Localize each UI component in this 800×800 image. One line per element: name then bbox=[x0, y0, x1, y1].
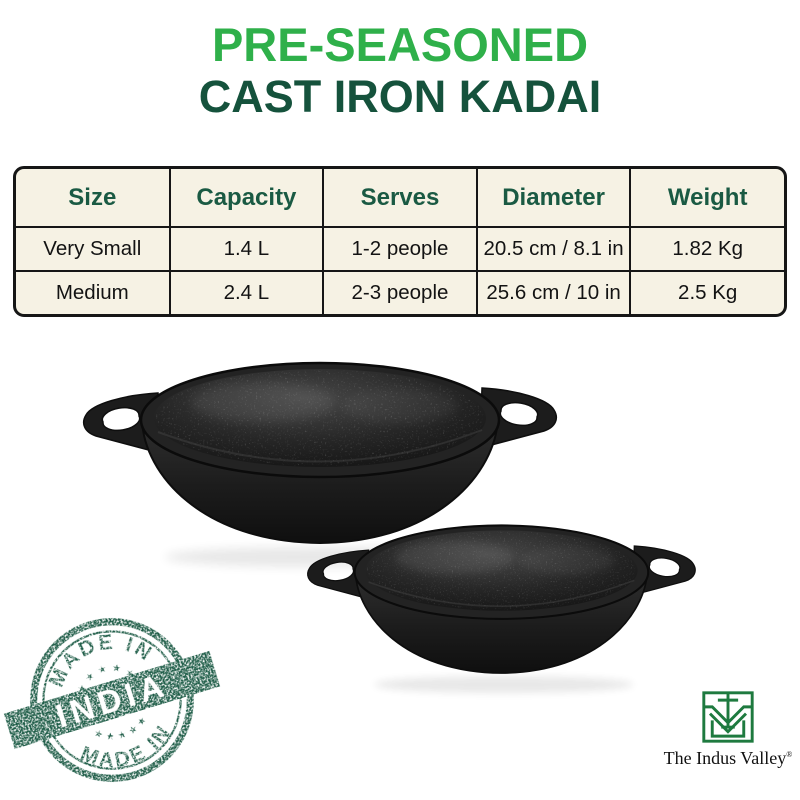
page-title: PRE-SEASONED CAST IRON KADAI bbox=[0, 18, 800, 122]
col-header-weight: Weight bbox=[629, 169, 784, 227]
col-header-diameter: Diameter bbox=[475, 169, 631, 227]
brand-logo: The Indus Valley® bbox=[660, 690, 796, 769]
col-header-capacity: Capacity bbox=[168, 169, 324, 227]
col-header-serves: Serves bbox=[322, 169, 477, 227]
cell-capacity: 2.4 L bbox=[168, 270, 324, 314]
spec-table: Size Capacity Serves Diameter Weight Ver… bbox=[16, 169, 784, 314]
title-line-2: CAST IRON KADAI bbox=[198, 70, 602, 122]
table-header-row: Size Capacity Serves Diameter Weight bbox=[16, 169, 784, 227]
cell-weight: 2.5 Kg bbox=[629, 270, 784, 314]
brand-name-text: The Indus Valley bbox=[663, 748, 787, 768]
cell-serves: 2-3 people bbox=[322, 270, 477, 314]
indus-valley-logo-icon bbox=[702, 691, 754, 743]
table-row: Medium 2.4 L 2-3 people 25.6 cm / 10 in … bbox=[16, 270, 784, 314]
title-line-1: PRE-SEASONED bbox=[211, 18, 589, 71]
made-in-india-stamp: MADE IN ★ ★ ★ ★ ★ INDIA ★ ★ ★ ★ ★ MADE I… bbox=[3, 616, 221, 784]
cell-size: Medium bbox=[16, 270, 170, 314]
spec-table-wrapper: Size Capacity Serves Diameter Weight Ver… bbox=[13, 166, 787, 317]
kadai-small-image bbox=[308, 525, 696, 692]
cell-serves: 1-2 people bbox=[322, 226, 477, 271]
cell-size: Very Small bbox=[16, 226, 170, 271]
stamp-banner bbox=[3, 650, 221, 750]
cell-diameter: 20.5 cm / 8.1 in bbox=[475, 226, 631, 271]
col-header-size: Size bbox=[68, 183, 117, 211]
brand-name: The Indus Valley® bbox=[660, 748, 796, 769]
cell-weight: 1.82 Kg bbox=[629, 226, 784, 271]
table-row: Very Small 1.4 L 1-2 people 20.5 cm / 8.… bbox=[16, 226, 784, 271]
registered-mark: ® bbox=[786, 750, 793, 759]
cell-diameter: 25.6 cm / 10 in bbox=[475, 270, 631, 314]
cell-capacity: 1.4 L bbox=[168, 226, 324, 271]
